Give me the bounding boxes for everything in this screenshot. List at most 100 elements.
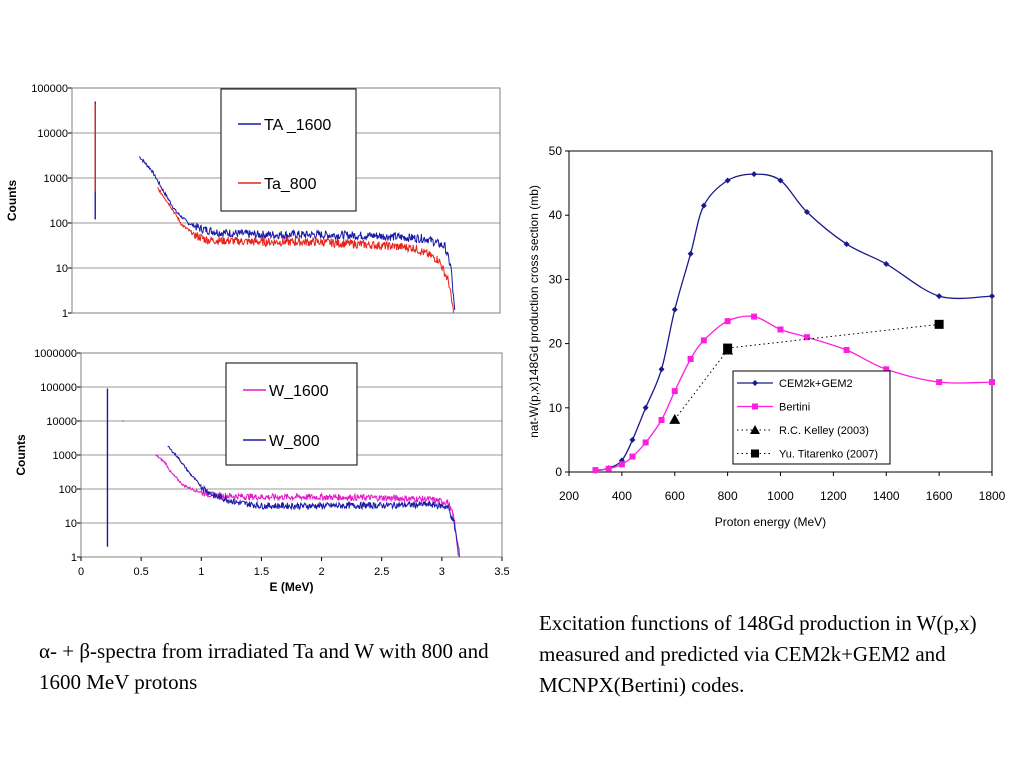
- plot-area: [71, 87, 501, 314]
- data-point-square: [671, 388, 678, 395]
- legend: CEM2k+GEM2 Bertini R.C. Kelley (2003) Yu. T…: [732, 370, 891, 465]
- y-tick-label: 30: [549, 272, 563, 286]
- excitation-panel: 0 10 20 30 40 50 200 400 600 800 1000 1200 1400 1600 1…: [527, 144, 1006, 529]
- y-tick-label: 10000: [46, 416, 77, 428]
- y-tick-label: 1000: [53, 450, 77, 462]
- x-tick-label: 600: [665, 489, 685, 503]
- x-tick-label: 400: [612, 489, 632, 503]
- series-line: [167, 445, 461, 558]
- data-point-diamond: [752, 380, 758, 386]
- legend-label: W_800: [269, 433, 320, 450]
- y-tick-label: 40: [549, 208, 563, 222]
- x-tick-label: 1800: [979, 489, 1006, 503]
- series-line: [155, 454, 460, 557]
- data-point-diamond: [777, 177, 784, 184]
- data-point-square: [629, 453, 636, 460]
- y-axis-label: Counts: [14, 434, 28, 476]
- data-point-diamond: [658, 366, 665, 373]
- legend-label: Bertini: [779, 402, 810, 414]
- x-axis-label: E (MeV): [269, 580, 313, 594]
- data-point-diamond: [803, 208, 810, 215]
- data-point-triangle: [750, 425, 760, 434]
- data-point-triangle: [669, 413, 681, 424]
- plot-area: [80, 352, 503, 558]
- series-w_800: [106, 388, 461, 558]
- legend-box: [732, 370, 891, 465]
- data-point-square: [642, 439, 649, 446]
- legend-label: R.C. Kelley (2003): [779, 425, 869, 437]
- legend-label: TA _1600: [264, 117, 331, 134]
- data-point-diamond: [700, 202, 707, 209]
- data-point-square: [936, 379, 943, 386]
- data-point-square: [934, 319, 944, 329]
- data-point-square: [843, 347, 850, 354]
- y-tick-label: 20: [549, 337, 563, 351]
- y-tick-label: 50: [549, 144, 563, 158]
- x-tick-label: 2.5: [374, 566, 389, 578]
- spectrum-panel-2: 1 10 100 1000 10000 100000 1000000 0 0.5 1 1.5 2 2.5…: [14, 348, 510, 594]
- data-point-diamond: [936, 293, 943, 300]
- series-line: [674, 349, 729, 420]
- y-tick-label: 0: [555, 465, 562, 479]
- y-tick-label: 1: [71, 552, 77, 564]
- data-point-square: [687, 356, 694, 363]
- x-tick-label: 0: [78, 566, 84, 578]
- data-point-square: [700, 337, 707, 344]
- series-yu-titarenko-2007-: [723, 319, 944, 353]
- series-r-c-kelley-2003-: [669, 344, 734, 424]
- y-tick-label: 100000: [40, 382, 77, 394]
- data-point-square: [605, 465, 612, 472]
- x-tick-label: 1: [198, 566, 204, 578]
- y-tick-label: 10: [549, 401, 563, 415]
- legend-label: Yu. Titarenko (2007): [779, 449, 878, 461]
- data-point-square: [883, 366, 890, 373]
- x-tick-label: 0.5: [133, 566, 148, 578]
- data-point-square: [751, 313, 758, 320]
- data-point-diamond: [883, 260, 890, 267]
- x-tick-label: 3.5: [494, 566, 509, 578]
- x-tick-label: 1.5: [254, 566, 269, 578]
- x-tick-label: 2: [319, 566, 325, 578]
- x-tick-label: 1600: [926, 489, 953, 503]
- series-line: [157, 186, 454, 314]
- legend-box: [220, 88, 357, 212]
- y-axis-label: nat-W(p,x)148Gd production cross section…: [527, 185, 541, 438]
- x-axis-label: Proton energy (MeV): [715, 515, 826, 529]
- data-point-diamond: [671, 306, 678, 313]
- data-point-square: [592, 467, 599, 474]
- y-tick-label: 100: [50, 218, 68, 230]
- series-line: [139, 156, 456, 311]
- legend: W_1600 W_800: [225, 362, 358, 466]
- x-tick-label: 1200: [820, 489, 847, 503]
- series-ta_800: [94, 103, 454, 314]
- y-tick-label: 100: [59, 484, 77, 496]
- y-tick-label: 1000: [44, 173, 68, 185]
- legend-label: CEM2k+GEM2: [779, 378, 853, 390]
- series-bertini: [592, 313, 995, 474]
- y-tick-label: 10: [65, 518, 77, 530]
- x-tick-label: 200: [559, 489, 579, 503]
- y-tick-label: 1000000: [34, 348, 77, 360]
- x-tick-label: 800: [718, 489, 738, 503]
- data-point-square: [658, 416, 665, 423]
- y-tick-label: 10: [56, 263, 68, 275]
- data-point-diamond: [843, 241, 850, 248]
- caption-excitation: Excitation functions of 148Gd production…: [539, 611, 977, 697]
- series-line: [727, 323, 940, 349]
- data-point-square: [618, 461, 625, 468]
- x-tick-label: 1400: [873, 489, 900, 503]
- legend: TA _1600 Ta_800: [220, 88, 357, 212]
- plot-area: [568, 150, 993, 473]
- data-point-diamond: [642, 404, 649, 411]
- data-point-square: [724, 318, 731, 325]
- legend-label: W_1600: [269, 383, 329, 400]
- stray-point: [122, 420, 124, 422]
- legend-label: Ta_800: [264, 176, 317, 193]
- y-tick-label: 1: [62, 308, 68, 320]
- data-point-square: [751, 449, 759, 458]
- y-axis-label: Counts: [5, 180, 19, 222]
- series-w_1600: [122, 420, 460, 557]
- spectrum-panel-1: 1 10 100 1000 10000 100000 Counts TA _1600 Ta_80…: [5, 83, 501, 320]
- data-point-diamond: [724, 177, 731, 184]
